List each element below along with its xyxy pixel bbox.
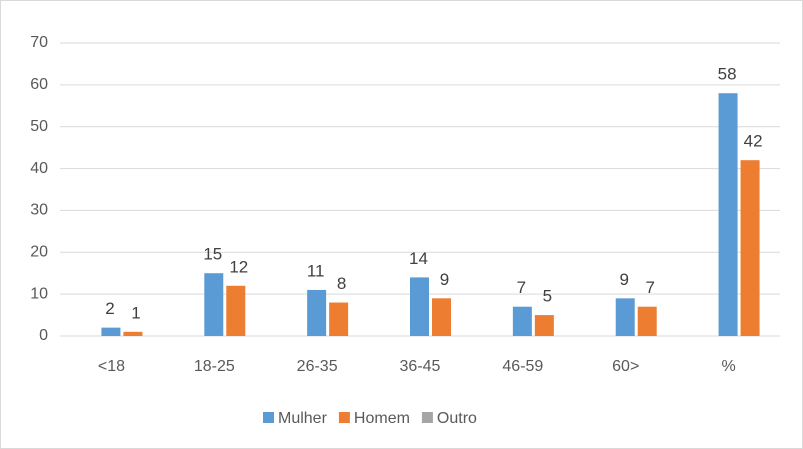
legend-label: Homem [354,410,410,427]
bar [123,331,143,336]
data-label: 9 [440,270,449,289]
legend-swatch [263,412,274,423]
data-label: 7 [517,278,526,297]
data-label: 2 [105,299,114,318]
bar [432,298,451,336]
data-label: 8 [337,274,346,293]
data-label: 1 [131,303,140,322]
bar [534,315,554,336]
x-tick-label: 36-45 [400,358,441,375]
y-tick-label: 40 [30,160,48,177]
y-tick-label: 10 [30,285,48,302]
bar [637,306,657,336]
bar [307,289,327,336]
data-label: 5 [543,287,552,306]
data-label: 11 [307,261,325,280]
x-tick-label: 46-59 [502,358,543,375]
x-tick-label: 60> [612,358,639,375]
legend-label: Outro [437,410,477,427]
data-label: 14 [409,249,428,268]
bar [101,327,121,336]
bar [226,285,246,336]
legend-swatch [421,412,433,423]
data-label: 58 [718,65,737,84]
data-label: 12 [229,257,248,276]
y-tick-label: 60 [30,76,48,93]
x-tick-label: 18-25 [194,358,235,375]
y-tick-label: 30 [30,202,48,219]
bar [410,277,429,336]
x-tick-label: % [721,358,735,375]
x-tick-label: <18 [98,358,125,375]
bar [329,302,349,336]
bar [204,273,224,336]
y-tick-label: 20 [30,244,48,261]
legend-swatch [338,412,350,423]
data-label: 15 [203,245,222,264]
data-label: 9 [619,270,628,289]
data-label: 7 [645,278,654,297]
data-label: 42 [744,132,763,151]
bar [718,93,738,336]
bar [740,160,760,336]
y-tick-label: 0 [39,327,48,344]
x-tick-label: 26-35 [297,358,338,375]
y-tick-label: 50 [30,118,48,135]
legend-label: Mulher [278,410,328,427]
bar [615,298,635,336]
y-tick-label: 70 [30,34,48,51]
bar [512,306,532,336]
